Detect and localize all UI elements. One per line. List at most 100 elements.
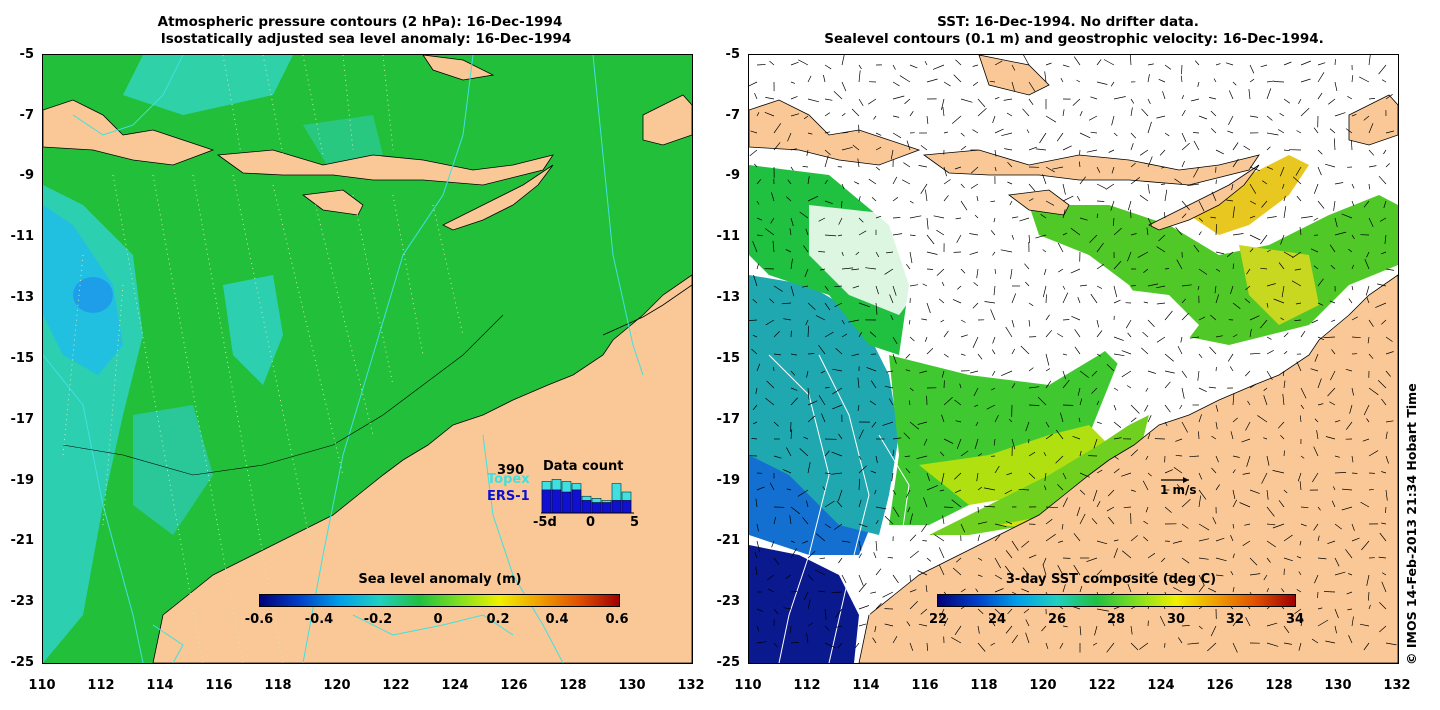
velocity-arrow <box>1177 345 1183 355</box>
velocity-arrow <box>954 166 962 170</box>
velocity-arrow <box>1246 268 1251 275</box>
velocity-arrow <box>1045 314 1050 321</box>
velocity-arrow <box>977 642 986 652</box>
velocity-arrow <box>1210 314 1217 321</box>
velocity-arrow <box>1021 540 1030 548</box>
velocity-arrow <box>1147 370 1156 374</box>
velocity-arrow <box>1062 109 1065 117</box>
velocity-arrow <box>1181 200 1190 211</box>
velocity-arrow <box>1291 280 1302 287</box>
velocity-arrow <box>1317 336 1325 341</box>
velocity-arrow <box>942 106 945 117</box>
velocity-arrow <box>1239 502 1251 508</box>
velocity-arrow <box>1381 319 1387 325</box>
ers1-count-bar <box>561 491 572 514</box>
velocity-arrow <box>1164 64 1172 70</box>
velocity-arrow <box>1072 98 1081 106</box>
legend-topex: Topex <box>487 472 530 487</box>
velocity-arrow <box>1351 234 1355 240</box>
velocity-arrow <box>1106 642 1115 653</box>
velocity-arrow <box>803 436 809 440</box>
velocity-arrow <box>939 489 945 492</box>
velocity-arrow <box>956 438 962 450</box>
velocity-arrow <box>1194 60 1200 66</box>
velocity-arrow <box>943 617 949 627</box>
land-java-r <box>749 99 921 166</box>
velocity-arrow <box>1215 251 1225 255</box>
velocity-arrow <box>807 353 815 355</box>
velocity-arrow <box>1096 242 1104 253</box>
velocity-arrow <box>1366 297 1370 304</box>
velocity-arrow <box>1079 132 1091 139</box>
velocity-arrow <box>875 506 887 510</box>
velocity-arrow <box>869 400 877 406</box>
velocity-arrow <box>923 438 928 446</box>
velocity-arrow <box>977 534 980 542</box>
velocity-arrow <box>1283 534 1293 542</box>
velocity-arrow <box>1317 557 1327 560</box>
velocity-arrow <box>1142 480 1149 491</box>
velocity-arrow <box>1294 608 1302 615</box>
right-ytick: -13 <box>716 290 741 305</box>
velocity-arrow <box>1311 319 1319 324</box>
velocity-arrow <box>977 521 988 525</box>
velocity-arrow <box>909 234 916 236</box>
velocity-arrow <box>1215 63 1221 66</box>
velocity-arrow <box>994 128 1004 134</box>
velocity-arrow <box>1096 469 1103 474</box>
right-xtick: 116 <box>911 678 939 693</box>
velocity-arrow <box>824 608 827 620</box>
velocity-arrow <box>924 60 928 66</box>
velocity-arrow <box>955 217 962 220</box>
velocity-arrow <box>1052 166 1064 170</box>
velocity-arrow <box>872 637 877 644</box>
velocity-arrow <box>1213 78 1217 83</box>
left-xtick: 112 <box>87 678 115 693</box>
velocity-arrow <box>1181 95 1185 100</box>
velocity-arrow <box>1078 161 1081 168</box>
velocity-arrow <box>905 353 911 359</box>
velocity-arrow <box>820 268 826 271</box>
velocity-arrow <box>1294 319 1302 321</box>
velocity-arrow <box>1300 78 1311 83</box>
velocity-arrow <box>1385 163 1390 168</box>
velocity-arrow <box>1266 249 1271 253</box>
velocity-arrow <box>858 553 862 559</box>
velocity-arrow <box>1094 625 1098 636</box>
left-map <box>42 54 693 664</box>
velocity-arrow <box>892 197 899 202</box>
velocity-arrow <box>1232 302 1241 309</box>
velocity-arrow <box>1130 98 1135 104</box>
velocity-arrow <box>831 472 843 475</box>
velocity-arrow <box>834 302 843 308</box>
velocity-arrow <box>1215 557 1227 562</box>
velocity-arrow <box>890 149 894 160</box>
velocity-arrow <box>884 515 894 525</box>
ocean-blue-spot <box>73 277 113 313</box>
velocity-arrow <box>892 574 899 584</box>
velocity-arrow <box>1366 251 1370 258</box>
velocity-arrow <box>1232 469 1236 474</box>
left-xtick: 128 <box>559 678 587 693</box>
velocity-arrow <box>1329 128 1336 134</box>
velocity-arrow <box>1096 400 1100 406</box>
velocity-arrow <box>1011 383 1016 389</box>
velocity-arrow <box>1077 387 1081 396</box>
velocity-arrow <box>887 556 894 559</box>
velocity-arrow <box>1334 81 1338 91</box>
velocity-arrow <box>1248 89 1251 100</box>
velocity-arrow <box>1359 623 1370 627</box>
velocity-arrow <box>1329 401 1336 406</box>
velocity-arrow <box>1096 421 1102 425</box>
velocity-arrow <box>1300 60 1312 66</box>
ers1-count-bar <box>571 489 582 514</box>
velocity-arrow <box>1317 278 1324 287</box>
left-ytick: -11 <box>10 229 35 244</box>
velocity-arrow <box>802 517 809 525</box>
velocity-arrow <box>1249 166 1260 172</box>
velocity-arrow <box>889 294 894 304</box>
velocity-arrow <box>906 621 911 627</box>
velocity-arrow <box>1096 166 1101 173</box>
velocity-arrow <box>884 268 894 275</box>
velocity-arrow <box>1262 180 1268 185</box>
